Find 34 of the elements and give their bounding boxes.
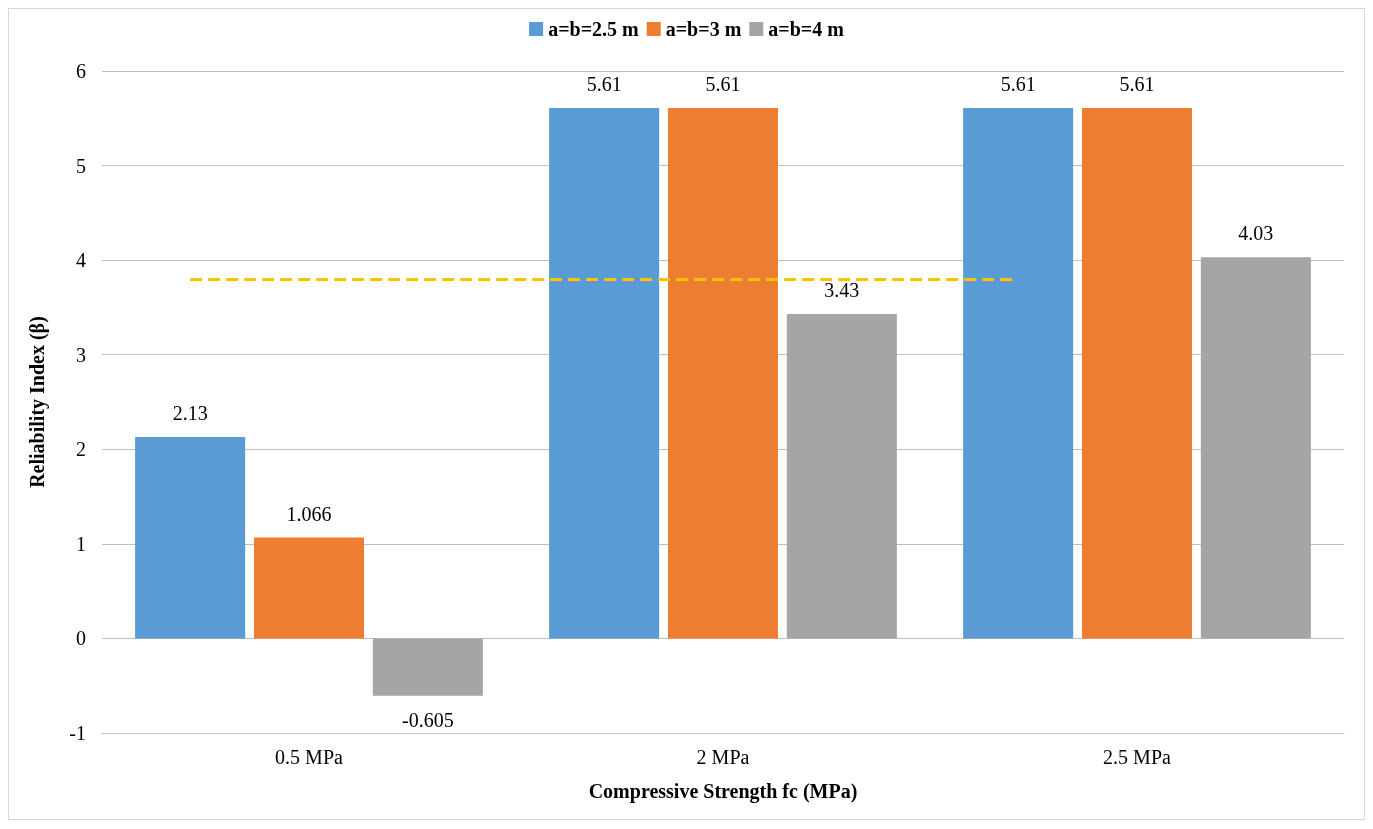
data-label: -0.605 xyxy=(402,708,454,731)
legend-label: a=b=4 m xyxy=(768,18,845,40)
legend-label: a=b=2.5 m xyxy=(548,18,640,40)
data-label: 5.61 xyxy=(1000,72,1036,95)
y-tick-label: 0 xyxy=(76,627,86,650)
x-tick-label: 2 MPa xyxy=(696,746,750,768)
y-tick-label: 3 xyxy=(76,343,86,366)
y-tick-label: 2 xyxy=(76,438,86,461)
y-tick-label: 6 xyxy=(76,60,86,82)
data-label: 1.066 xyxy=(286,502,332,525)
y-tick-label: 5 xyxy=(76,154,86,177)
data-label: 5.61 xyxy=(586,72,622,95)
data-label: 5.61 xyxy=(705,72,741,95)
data-label: 4.03 xyxy=(1238,222,1274,245)
y-tick-label: -1 xyxy=(69,722,86,744)
y-tick-label: 4 xyxy=(76,249,86,272)
bar xyxy=(786,314,897,639)
bar xyxy=(1200,257,1311,639)
bar xyxy=(372,638,483,696)
bar xyxy=(963,107,1074,639)
bar xyxy=(1081,107,1193,639)
data-label: 3.43 xyxy=(824,279,860,302)
bar xyxy=(253,537,365,639)
legend-label: a=b=3 m xyxy=(665,18,742,40)
data-label: 5.61 xyxy=(1119,72,1155,95)
data-label: 2.13 xyxy=(172,401,208,424)
x-tick-label: 0.5 MPa xyxy=(275,746,344,768)
x-axis-title: Compressive Strength fc (MPa) xyxy=(588,780,858,803)
bar xyxy=(135,436,246,639)
x-tick-label: 2.5 MPa xyxy=(1103,746,1172,768)
y-tick-label: 1 xyxy=(76,532,86,555)
bar xyxy=(549,107,660,639)
bar xyxy=(667,107,779,639)
y-axis-title: Reliability Index (β) xyxy=(26,316,49,488)
